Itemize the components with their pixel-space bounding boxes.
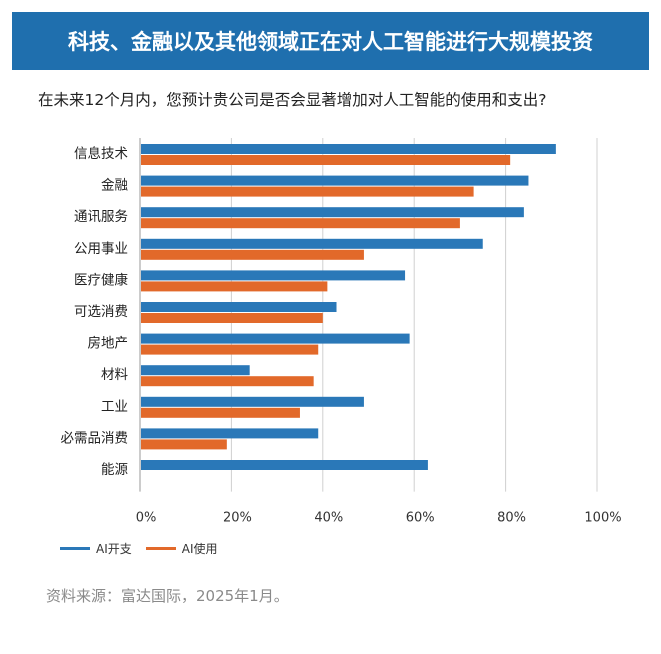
category-label: 公用事业 [74, 241, 128, 257]
bar-ai-use [141, 344, 319, 355]
bar-ai-use [141, 249, 364, 260]
category-label: 信息技术 [74, 145, 128, 162]
category-label: 工业 [101, 399, 128, 415]
legend-swatch-ai-use [145, 547, 176, 550]
source-note: 资料来源：富达国际，2025年1月。 [46, 587, 289, 605]
legend-item-ai-spend: AI开支 [60, 540, 132, 557]
bar-ai-spend [141, 207, 524, 218]
bar-ai-use [141, 407, 300, 418]
legend-label-ai-use: AI使用 [181, 542, 218, 556]
bar-ai-use [141, 218, 460, 229]
category-label: 必需品消费 [61, 430, 129, 446]
bar-ai-spend [141, 365, 250, 376]
bar-ai-use [141, 376, 314, 387]
bar-ai-spend [141, 238, 483, 249]
bar-ai-spend [141, 302, 337, 312]
legend: AI开支 AI使用 [60, 540, 218, 557]
x-tick-label: 20% [223, 511, 252, 526]
bar-ai-spend [141, 333, 410, 344]
bar-ai-spend [141, 460, 428, 470]
category-label: 材料 [101, 367, 128, 383]
category-label: 医疗健康 [74, 271, 128, 288]
x-tick-label: 0% [136, 511, 157, 526]
legend-label-ai-spend: AI开支 [96, 542, 132, 556]
bar-ai-spend [141, 428, 319, 439]
category-label: 可选消费 [74, 304, 128, 320]
title-banner: 科技、金融以及其他领域正在对人工智能进行大规模投资 [12, 12, 649, 70]
category-label: 金融 [101, 178, 128, 194]
legend-item-ai-use: AI使用 [145, 540, 218, 557]
bar-ai-use [141, 313, 323, 323]
legend-swatch-ai-spend [60, 547, 90, 550]
x-tick-label: 60% [406, 511, 435, 526]
page-title: 科技、金融以及其他领域正在对人工智能进行大规模投资 [68, 30, 593, 54]
bar-ai-use [141, 281, 328, 292]
x-tick-label: 80% [497, 511, 526, 526]
x-tick-label: 40% [314, 511, 343, 526]
x-tick-label: 100% [584, 511, 621, 526]
bar-ai-spend [141, 396, 364, 407]
category-label: 通讯服务 [74, 209, 128, 225]
bar-ai-spend [141, 270, 406, 281]
bar-chart: 0% 20% 40% 60% 80% 100% 信息技术金融通讯服务公用事业医疗健康可选消费… [61, 138, 622, 526]
bar-ai-spend [141, 175, 529, 186]
bar-ai-use [141, 186, 474, 197]
category-label: 房地产 [88, 336, 129, 352]
bar-ai-use [141, 155, 511, 165]
bar-ai-spend [141, 144, 556, 154]
category-label: 能源 [101, 462, 128, 478]
chart-subtitle: 在未来12个月内，您预计贵公司是否会显著增加对人工智能的使用和支出? [38, 91, 547, 109]
bar-ai-use [141, 439, 227, 450]
